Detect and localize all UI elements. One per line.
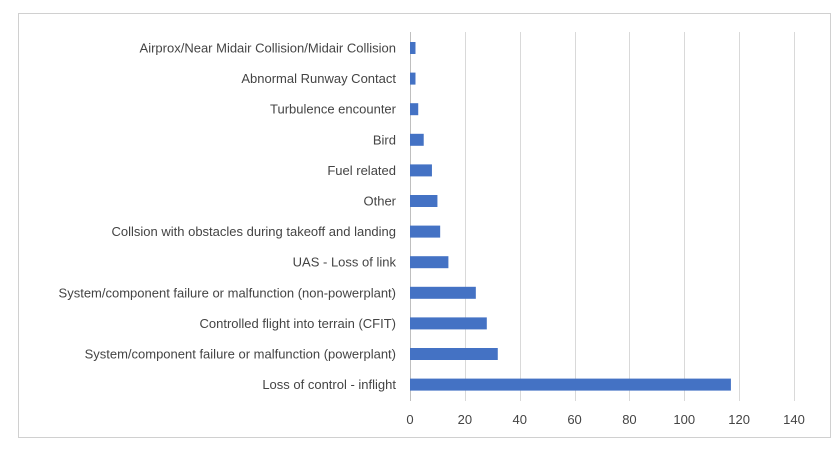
category-label: Bird	[373, 132, 396, 147]
category-label: Abnormal Runway Contact	[241, 71, 396, 86]
chart-frame: Airprox/Near Midair Collision/Midair Col…	[18, 13, 831, 438]
x-tick-label: 0	[406, 412, 413, 427]
bar	[410, 225, 441, 238]
bar	[410, 72, 416, 85]
bar	[410, 286, 476, 299]
bar	[410, 256, 449, 269]
category-labels: Airprox/Near Midair Collision/Midair Col…	[59, 41, 397, 393]
category-label: Airprox/Near Midair Collision/Midair Col…	[140, 41, 396, 56]
category-label: Fuel related	[327, 163, 396, 178]
x-tick-label: 140	[783, 412, 805, 427]
category-label: Controlled flight into terrain (CFIT)	[199, 316, 396, 331]
category-label: Other	[363, 194, 396, 209]
gridlines	[410, 32, 795, 401]
category-label: System/component failure or malfunction …	[85, 347, 396, 362]
bar	[410, 164, 432, 177]
x-tick-label: 100	[673, 412, 695, 427]
bar-chart: Airprox/Near Midair Collision/Midair Col…	[59, 32, 805, 427]
category-label: System/component failure or malfunction …	[59, 285, 396, 300]
bar	[410, 42, 416, 54]
bar	[410, 317, 487, 330]
category-label: UAS - Loss of link	[293, 255, 397, 270]
x-axis-tick-labels: 0 20 40 60 80 100 120 140	[406, 412, 804, 427]
x-tick-label: 20	[458, 412, 472, 427]
bar	[410, 348, 498, 360]
category-label: Turbulence encounter	[270, 102, 397, 117]
bar	[410, 133, 424, 146]
category-label: Collsion with obstacles during takeoff a…	[112, 224, 397, 239]
x-tick-label: 60	[567, 412, 581, 427]
bar	[410, 378, 731, 391]
x-tick-label: 80	[622, 412, 636, 427]
bar	[410, 103, 419, 116]
category-label: Loss of control - inflight	[262, 377, 396, 392]
x-tick-label: 120	[728, 412, 750, 427]
bar	[410, 195, 438, 207]
bars	[410, 42, 731, 391]
x-tick-label: 40	[512, 412, 526, 427]
